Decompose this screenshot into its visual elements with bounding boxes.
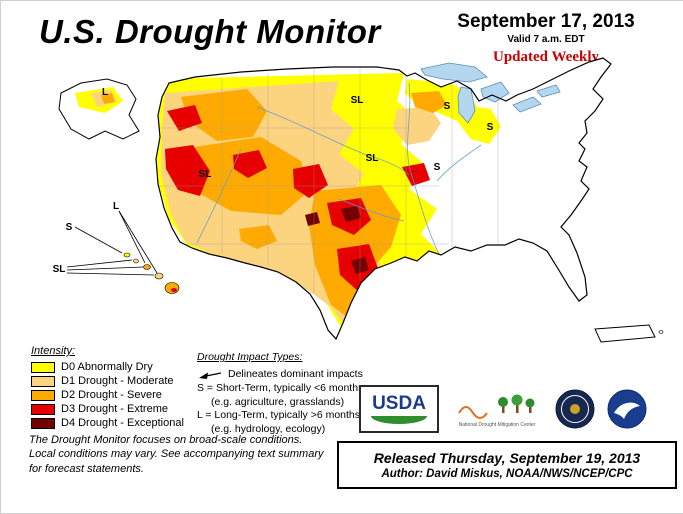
impact-delineates: Delineates dominant impacts bbox=[228, 367, 363, 380]
state-borders bbox=[157, 67, 499, 293]
label-michigan: S bbox=[487, 122, 494, 133]
legend-item: D2 Drought - Severe bbox=[31, 389, 184, 401]
disclaimer-text: The Drought Monitor focuses on broad-sca… bbox=[29, 434, 324, 475]
label-hawaii-s: S bbox=[66, 222, 73, 233]
legend-label: D3 Drought - Extreme bbox=[61, 403, 168, 415]
released-date: Released Thursday, September 19, 2013 bbox=[373, 450, 641, 466]
legend-swatch-d4 bbox=[31, 417, 55, 429]
impact-title: Drought Impact Types: bbox=[197, 351, 303, 363]
label-plains: SL bbox=[366, 153, 379, 164]
legend-label: D0 Abnormally Dry bbox=[61, 361, 153, 373]
legend-title: Intensity: bbox=[31, 345, 76, 357]
drought-layer-d4 bbox=[305, 206, 369, 274]
us-drought-map: L S L SL SL SL S S SL S bbox=[53, 57, 664, 343]
logo-row: USDA National Drought Mitigation Center bbox=[359, 385, 647, 433]
usda-swoosh bbox=[371, 416, 427, 424]
impact-long: L = Long-Term, typically >6 months bbox=[197, 409, 361, 422]
label-illinois: S bbox=[434, 162, 441, 173]
legend-swatch-d1 bbox=[31, 375, 55, 387]
page-title: U.S. Drought Monitor bbox=[39, 13, 381, 50]
impact-types-block: Drought Impact Types: Delineates dominan… bbox=[197, 351, 363, 437]
impact-short: S = Short-Term, typically <6 months bbox=[197, 381, 364, 394]
puerto-rico-inset bbox=[594, 324, 664, 343]
author-line: Author: David Miskus, NOAA/NWS/NCEP/CPC bbox=[381, 468, 633, 480]
hawaii-inset bbox=[66, 210, 180, 294]
release-info-box: Released Thursday, September 19, 2013 Au… bbox=[337, 441, 677, 489]
impact-short-eg: (e.g. agriculture, grasslands) bbox=[211, 395, 345, 408]
noaa-logo-icon bbox=[607, 389, 647, 429]
label-minnesota: SL bbox=[351, 95, 364, 106]
us-mainland-border bbox=[155, 57, 612, 341]
ndmc-logo: National Drought Mitigation Center bbox=[451, 386, 543, 432]
ndmc-trees-icon bbox=[458, 394, 535, 419]
legend-item: D3 Drought - Extreme bbox=[31, 403, 184, 415]
label-alaska: L bbox=[102, 87, 108, 98]
legend-label: D2 Drought - Severe bbox=[61, 389, 162, 401]
label-hawaii-l: L bbox=[113, 201, 119, 212]
impact-long-eg: (e.g. hydrology, ecology) bbox=[211, 423, 326, 436]
legend-label: D4 Drought - Exceptional bbox=[61, 417, 184, 429]
label-hawaii-sl: SL bbox=[53, 264, 66, 275]
valid-time: Valid 7 a.m. EDT bbox=[507, 34, 585, 45]
label-wisconsin: S bbox=[444, 101, 451, 112]
date-block: September 17, 2013 Valid 7 a.m. EDT Upda… bbox=[441, 11, 651, 66]
intensity-legend: Intensity: D0 Abnormally Dry D1 Drought … bbox=[31, 345, 184, 431]
label-nevada: SL bbox=[199, 169, 212, 180]
rivers bbox=[196, 82, 482, 255]
map-date: September 17, 2013 bbox=[457, 11, 635, 32]
updated-weekly: Updated Weekly bbox=[493, 49, 599, 65]
legend-swatch-d3 bbox=[31, 403, 55, 415]
alaska-inset bbox=[58, 78, 140, 140]
legend-swatch-d0 bbox=[31, 361, 55, 373]
legend-item: D1 Drought - Moderate bbox=[31, 375, 184, 387]
legend-label: D1 Drought - Moderate bbox=[61, 375, 174, 387]
legend-item: D0 Abnormally Dry bbox=[31, 361, 184, 373]
commerce-seal-icon bbox=[555, 389, 595, 429]
usda-logo: USDA bbox=[359, 385, 439, 433]
impact-labels: L S L SL SL SL S S SL S bbox=[53, 87, 494, 275]
legend-swatch-d2 bbox=[31, 389, 55, 401]
legend-item: D4 Drought - Exceptional bbox=[31, 417, 184, 429]
impact-arrow-icon bbox=[199, 372, 222, 379]
